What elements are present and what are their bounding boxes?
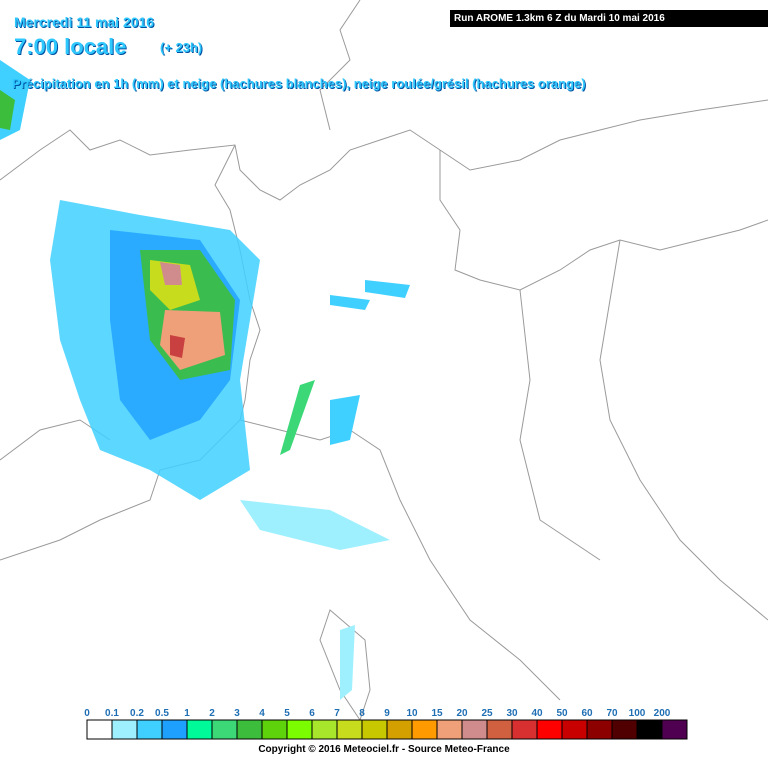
- border-line: [0, 129, 441, 201]
- legend-label: 100: [629, 708, 646, 719]
- legend-label: 40: [531, 708, 543, 719]
- legend-swatch: [611, 719, 638, 740]
- legend-label: 50: [556, 708, 568, 719]
- legend-swatch: [361, 719, 388, 740]
- legend-swatch: [411, 719, 438, 740]
- legend-label: 200: [654, 708, 671, 719]
- borders: [0, 0, 768, 722]
- legend-swatch: [586, 719, 613, 740]
- legend-swatch: [261, 719, 288, 740]
- rain-area: [330, 395, 360, 445]
- rain-area: [340, 625, 355, 700]
- rain-area: [170, 335, 185, 358]
- legend-swatch: [211, 719, 238, 740]
- legend-swatch: [386, 719, 413, 740]
- legend-label: 70: [606, 708, 618, 719]
- date: Mercredi 11 mai 2016: [14, 14, 155, 30]
- legend-label: 2: [209, 708, 215, 719]
- legend-swatch: [186, 719, 213, 740]
- legend-swatch: [336, 719, 363, 740]
- legend-label: 15: [431, 708, 443, 719]
- time: 7:00 locale: [14, 34, 127, 59]
- border-line: [319, 0, 361, 131]
- border-line: [439, 150, 768, 291]
- legend-label: 10: [406, 708, 418, 719]
- copyright: Copyright © 2016 Meteociel.fr - Source M…: [258, 744, 510, 755]
- legend-swatch: [236, 719, 263, 740]
- legend-label: 20: [456, 708, 468, 719]
- legend-label: 8: [359, 708, 365, 719]
- legend-swatch: [436, 719, 463, 740]
- legend-label: 0.1: [105, 708, 119, 719]
- border-line: [599, 239, 768, 621]
- legend-swatch: [511, 719, 538, 740]
- rain-area: [330, 295, 370, 310]
- rain-area: [240, 500, 390, 550]
- legend-swatch: [461, 719, 488, 740]
- legend-swatch: [111, 719, 138, 740]
- legend-label: 6: [309, 708, 315, 719]
- legend-swatch: [661, 719, 688, 740]
- rain-area: [280, 380, 315, 455]
- legend-label: 0: [84, 708, 90, 719]
- legend-label: 25: [481, 708, 493, 719]
- border-line: [439, 99, 768, 171]
- legend-swatch: [161, 719, 188, 740]
- legend-label: 7: [334, 708, 340, 719]
- rain-area: [160, 262, 182, 285]
- legend-swatch: [136, 719, 163, 740]
- legend-label: 1: [184, 708, 190, 719]
- precipitation: [0, 60, 410, 700]
- legend-label: 60: [581, 708, 593, 719]
- legend-label: 0.2: [130, 708, 144, 719]
- lead-time: (+ 23h): [160, 40, 203, 55]
- legend: 0 0.1 0.2 0.5 1 2 3 4 5 6 7 8 9 10 15 20 25 30 40 50 60 70 100…: [84, 708, 688, 740]
- legend-swatch: [486, 719, 513, 740]
- legend-label: 3: [234, 708, 240, 719]
- border-line: [519, 289, 601, 561]
- rain-area: [0, 90, 15, 130]
- rain-area: [365, 280, 410, 298]
- legend-label: 9: [384, 708, 390, 719]
- legend-label: 30: [506, 708, 518, 719]
- run-info: Run AROME 1.3km 6 Z du Mardi 10 mai 2016: [450, 10, 768, 27]
- legend-label: 0.5: [155, 708, 169, 719]
- description: Précipitation en 1h (mm) et neige (hachu…: [12, 76, 586, 91]
- legend-label: 5: [284, 708, 290, 719]
- border-line: [0, 144, 261, 561]
- legend-swatch: [636, 719, 663, 740]
- legend-label: 4: [259, 708, 265, 719]
- border-line: [239, 419, 561, 701]
- legend-swatch: [311, 719, 338, 740]
- legend-swatch: [86, 719, 113, 740]
- legend-swatch: [536, 719, 563, 740]
- legend-swatch: [286, 719, 313, 740]
- legend-swatch: [561, 719, 588, 740]
